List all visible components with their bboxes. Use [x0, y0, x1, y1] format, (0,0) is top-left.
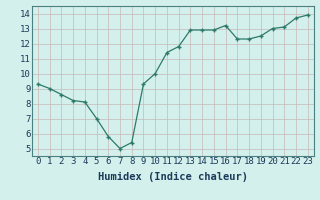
X-axis label: Humidex (Indice chaleur): Humidex (Indice chaleur) [98, 172, 248, 182]
